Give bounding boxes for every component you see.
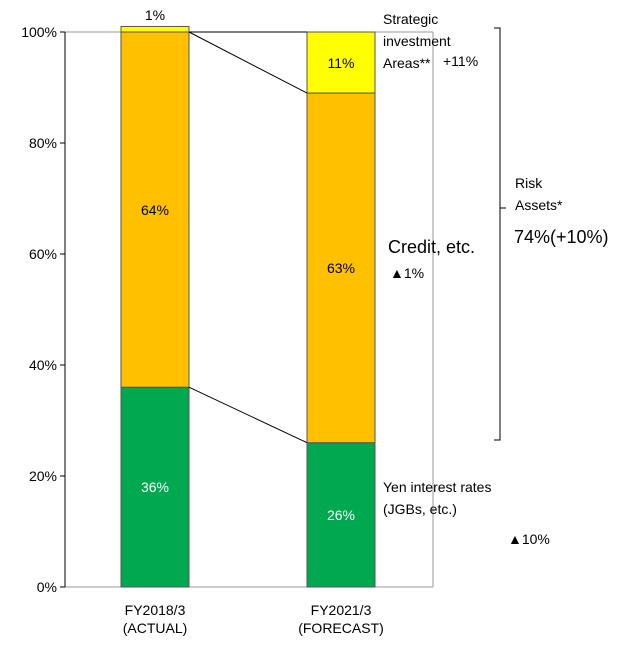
value-label: 63% (326, 259, 356, 276)
x-tick-label: FY2021/3 (FORECAST) (298, 602, 384, 636)
y-tick-label: 20% (28, 468, 57, 484)
bar-segment (306, 92, 376, 444)
bar-segment (120, 31, 190, 388)
connector (188, 31, 308, 94)
bar-segment (306, 442, 376, 588)
y-tick-label: 0% (36, 579, 57, 595)
value-label: 1% (144, 7, 166, 24)
y-tick-label: 40% (28, 357, 57, 373)
bar-segment (120, 25, 190, 33)
change-label: ▲10% (508, 531, 550, 547)
value-label: 36% (140, 479, 170, 496)
change-label: ▲1% (390, 265, 425, 281)
series-label: Yen interest rates (JGBs, etc.) (383, 479, 492, 517)
value-label: 64% (140, 201, 170, 218)
x-tick-label: FY2018/3 (ACTUAL) (122, 602, 188, 636)
y-tick-label: 100% (21, 24, 57, 40)
bracket-value: 74%(+10%) (514, 227, 609, 247)
bar-segment (306, 31, 376, 94)
series-label: Credit, etc. (388, 237, 476, 257)
connector (188, 386, 308, 444)
value-label: 26% (326, 506, 356, 523)
change-label: +11% (443, 53, 479, 69)
value-label: 11% (327, 54, 355, 71)
series-label: Strategic investment Areas** (383, 11, 451, 71)
y-tick-label: 80% (28, 135, 57, 151)
bracket-label: Risk Assets* (515, 175, 563, 213)
y-tick-label: 60% (28, 246, 57, 262)
bracket (494, 27, 506, 441)
